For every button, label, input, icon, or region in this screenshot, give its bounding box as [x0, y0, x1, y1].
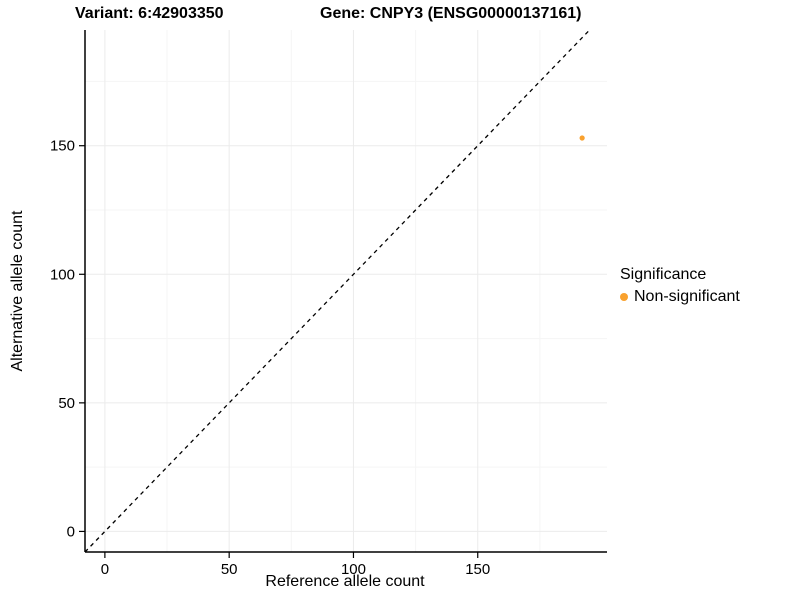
y-tick-label: 150: [50, 138, 75, 155]
non-significant-dot-icon: [620, 293, 628, 301]
x-tick-label: 150: [465, 561, 490, 578]
plot-title-gene: Gene: CNPY3 (ENSG00000137161): [320, 5, 582, 22]
legend: Significance Non-significant: [620, 266, 740, 306]
legend-entry-label: Non-significant: [634, 288, 740, 305]
y-tick-label: 0: [67, 523, 75, 540]
legend-entry-non-significant: Non-significant: [620, 288, 740, 306]
panel-background: [85, 30, 607, 552]
identity-line: [84, 29, 591, 553]
x-tick-label: 100: [341, 561, 366, 578]
x-tick-label: 50: [221, 561, 238, 578]
y-axis-title: Alternative allele count: [9, 210, 26, 372]
plot-title-variant: Variant: 6:42903350: [75, 5, 224, 22]
data-point: [579, 135, 585, 141]
x-tick-label: 0: [101, 561, 109, 578]
y-tick-label: 50: [58, 395, 75, 412]
legend-title: Significance: [620, 266, 707, 283]
y-tick-label: 100: [50, 266, 75, 283]
x-axis-title: Reference allele count: [265, 573, 425, 590]
